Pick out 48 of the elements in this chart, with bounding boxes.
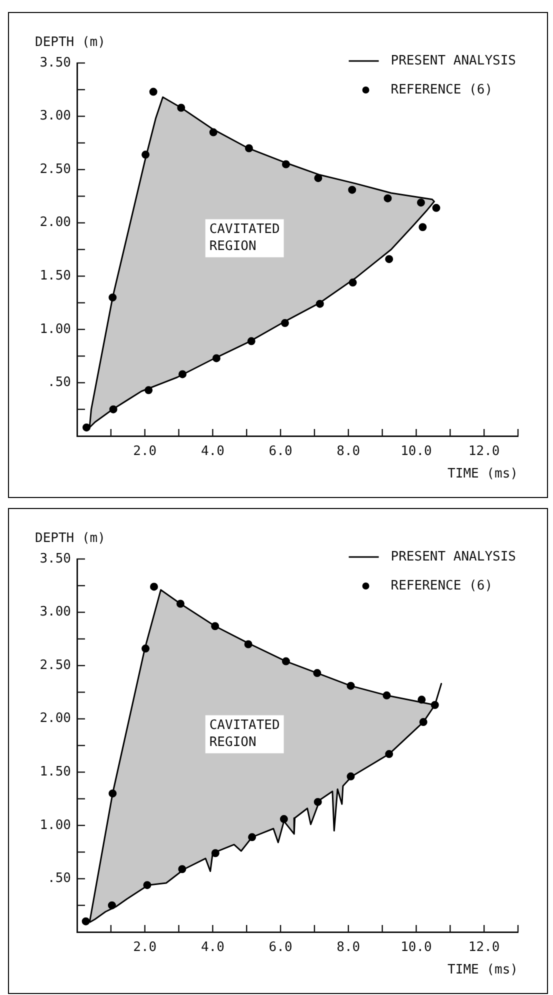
x-tick-label: 4.0 bbox=[200, 444, 224, 460]
x-tick-label: 4.0 bbox=[200, 940, 224, 956]
legend-label: PRESENT ANALYSIS bbox=[390, 53, 516, 68]
annotation: CAVITATED REGION bbox=[209, 222, 280, 254]
annotation: CAVITATED REGION bbox=[209, 718, 280, 750]
y-axis-title: DEPTH (m) bbox=[35, 35, 106, 50]
y-tick-label: 2.00 bbox=[40, 711, 71, 726]
point bbox=[149, 88, 158, 96]
x-tick-label: 2.0 bbox=[133, 444, 157, 460]
point bbox=[416, 198, 425, 207]
x-tick-label: 12.0 bbox=[468, 940, 500, 956]
y-tick-label: 3.00 bbox=[40, 604, 71, 620]
point bbox=[82, 917, 90, 926]
y-tick-label: 3.50 bbox=[40, 55, 71, 70]
y-tick-label: 3.00 bbox=[40, 108, 71, 124]
y-tick-label: 2.50 bbox=[40, 162, 71, 177]
legend-label: REFERENCE (6) bbox=[390, 578, 493, 594]
y-tick-label: 1.00 bbox=[40, 322, 71, 337]
x-axis-title: TIME (ms) bbox=[448, 962, 518, 978]
y-tick-label: 1.50 bbox=[40, 764, 71, 780]
point bbox=[385, 255, 394, 264]
point bbox=[314, 174, 322, 182]
x-tick-label: 8.0 bbox=[336, 940, 360, 956]
x-tick-label: 6.0 bbox=[268, 444, 292, 460]
x-tick-label: 10.0 bbox=[400, 940, 432, 956]
point bbox=[418, 223, 427, 232]
y-tick-label: .50 bbox=[48, 871, 71, 886]
point bbox=[384, 194, 392, 202]
x-axis-title: TIME (ms) bbox=[448, 466, 518, 482]
point bbox=[82, 423, 90, 432]
x-tick-label: 2.0 bbox=[133, 940, 157, 956]
y-tick-label: 2.00 bbox=[40, 215, 71, 230]
x-tick-label: 6.0 bbox=[268, 940, 292, 956]
point bbox=[348, 186, 356, 194]
y-tick-label: 2.50 bbox=[40, 658, 71, 673]
x-tick-label: 10.0 bbox=[400, 444, 432, 460]
x-tick-label: 8.0 bbox=[336, 444, 360, 460]
y-tick-label: .50 bbox=[48, 375, 71, 390]
y-tick-label: 3.50 bbox=[40, 551, 71, 566]
y-tick-label: 1.50 bbox=[40, 268, 71, 284]
y-tick-label: 1.00 bbox=[40, 818, 71, 833]
point bbox=[280, 815, 288, 824]
legend-label: PRESENT ANALYSIS bbox=[390, 549, 516, 564]
y-axis-title: DEPTH (m) bbox=[35, 531, 106, 546]
legend-label: REFERENCE (6) bbox=[390, 82, 493, 98]
point bbox=[432, 204, 440, 212]
point bbox=[150, 582, 158, 591]
x-tick-label: 12.0 bbox=[468, 444, 500, 460]
